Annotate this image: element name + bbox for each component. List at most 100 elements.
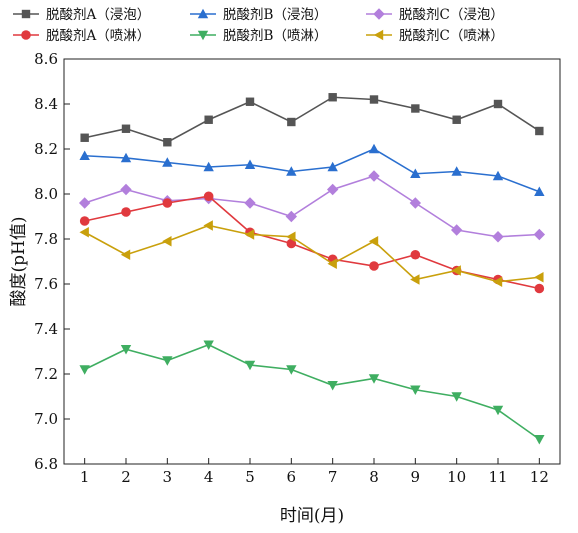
y-tick-label: 8.6 (34, 50, 58, 68)
x-tick-label: 5 (245, 468, 255, 486)
data-point (328, 93, 337, 102)
data-point (120, 183, 132, 196)
data-point (369, 261, 379, 271)
data-point (409, 197, 422, 209)
legend-item: 脱酸剂B（喷淋） (190, 28, 327, 44)
y-tick-label: 8.2 (34, 140, 58, 158)
legend-item: 脱酸剂A（浸泡） (13, 7, 150, 23)
x-tick-label: 7 (328, 468, 338, 486)
data-point (286, 238, 297, 249)
data-point (163, 138, 172, 147)
data-point (79, 216, 90, 226)
data-point (244, 360, 256, 371)
data-point (451, 392, 462, 402)
legend-label: 脱酸剂C（浸泡） (399, 7, 504, 23)
legend-item: 脱酸剂B（浸泡） (190, 7, 327, 23)
y-axis-ticks: 6.8 7.0 7.2 7.4 7.6 7.8 8.0 8.2 8.4 8.6 (34, 50, 70, 473)
x-axis-title: 时间(月) (280, 506, 344, 526)
legend-label: 脱酸剂C（喷淋） (399, 28, 504, 44)
data-point (535, 126, 544, 136)
data-point (533, 228, 546, 241)
legend-item: 脱酸剂A（喷淋） (13, 28, 150, 44)
data-point (411, 104, 420, 113)
data-point (120, 345, 132, 355)
data-point (245, 97, 255, 106)
data-point (79, 150, 90, 160)
y-tick-label: 8.0 (34, 185, 58, 203)
y-tick-label: 6.8 (34, 455, 58, 473)
data-point (410, 274, 420, 285)
data-point (244, 229, 255, 240)
data-point (492, 231, 504, 243)
plot-frame (63, 58, 561, 465)
data-point (450, 224, 463, 236)
x-tick-label: 8 (369, 468, 379, 486)
y-tick-label: 7.8 (34, 230, 58, 248)
data-point (244, 197, 256, 209)
data-point (327, 161, 338, 172)
y-axis-title: 酸度(pH值) (9, 217, 29, 307)
data-point (162, 236, 172, 247)
data-point (534, 272, 544, 283)
data-point (451, 166, 462, 176)
data-point (285, 210, 298, 223)
series-1 (80, 93, 544, 147)
data-point (120, 152, 132, 163)
legend-label: 脱酸剂B（浸泡） (223, 7, 327, 23)
series-line (84, 96, 540, 144)
data-point (121, 124, 131, 133)
legend-marker (197, 30, 209, 41)
legend-label: 脱酸剂A（浸泡） (46, 7, 150, 23)
data-point (287, 117, 296, 127)
data-point (203, 161, 214, 172)
data-point (368, 374, 380, 384)
legend-label: 脱酸剂A（喷淋） (46, 28, 150, 44)
y-tick-label: 7.2 (34, 365, 58, 383)
data-point (79, 227, 89, 238)
data-point (78, 197, 91, 209)
legend-label: 脱酸剂B（喷淋） (223, 28, 327, 44)
x-axis-ticks: 1 2 3 4 5 6 7 8 9 10 11 12 (80, 458, 549, 486)
legend-marker (197, 8, 209, 19)
data-point (492, 405, 504, 416)
series-5 (79, 340, 545, 445)
data-point (534, 435, 545, 445)
legend-marker (373, 8, 385, 20)
data-point (121, 207, 131, 217)
data-point (452, 115, 461, 124)
data-point (203, 220, 213, 231)
data-point (410, 385, 421, 395)
data-point (493, 99, 503, 109)
x-tick-label: 10 (447, 468, 466, 486)
series-6 (79, 220, 544, 287)
data-point (410, 249, 421, 260)
data-point (327, 381, 338, 391)
legend-marker (373, 29, 384, 41)
y-tick-label: 7.0 (34, 410, 58, 428)
data-point (369, 95, 379, 104)
y-tick-label: 7.6 (34, 275, 58, 293)
series-4 (79, 191, 545, 294)
x-tick-label: 11 (488, 468, 507, 486)
y-tick-label: 7.4 (34, 320, 58, 338)
data-point (162, 157, 173, 167)
data-point (451, 265, 461, 276)
y-tick-label: 8.4 (34, 95, 58, 113)
data-point (286, 231, 296, 242)
x-tick-label: 4 (204, 468, 214, 486)
data-point (368, 236, 379, 247)
data-point (203, 340, 214, 350)
data-point (534, 186, 545, 196)
series-line (84, 175, 540, 238)
data-point (204, 115, 213, 124)
series-layer (78, 93, 546, 445)
x-tick-label: 12 (530, 468, 549, 486)
x-tick-label: 1 (80, 468, 90, 486)
data-point (286, 365, 297, 375)
data-point (79, 365, 90, 375)
legend-marker (21, 30, 31, 40)
data-point (120, 249, 131, 260)
